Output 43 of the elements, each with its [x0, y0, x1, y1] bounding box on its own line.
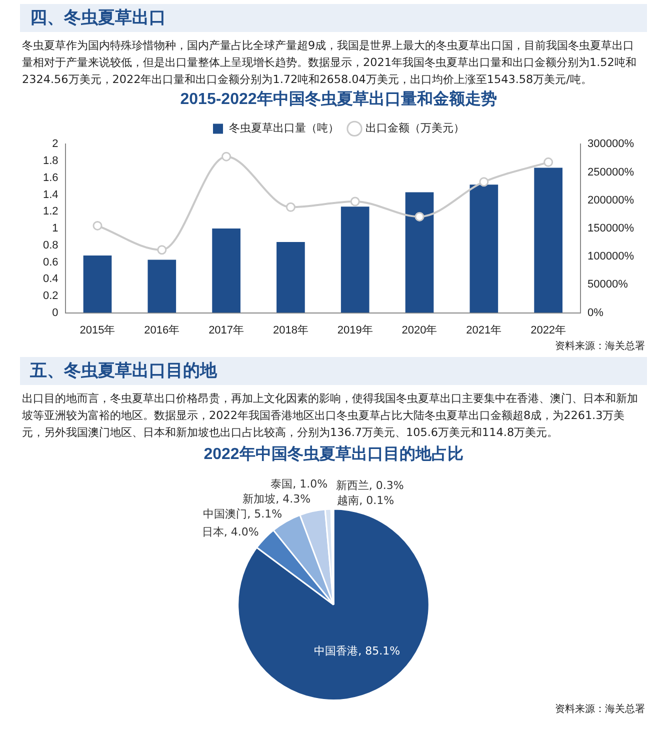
y2-tick-label: 100000% [588, 250, 634, 263]
y2-tick-label: 300000% [588, 138, 634, 150]
y-tick-label: 1.6 [42, 172, 58, 184]
text: 资料来源：海关总署 [554, 703, 645, 716]
legend-label: 出口金额（万美元） [366, 122, 464, 135]
x-tick-label: 2018年 [272, 324, 308, 336]
y-tick-label: 0.6 [42, 256, 58, 268]
y2-tick-label: 0% [588, 306, 604, 319]
y-tick-label: 2 [52, 138, 58, 150]
text: 冬虫夏草作为国内特殊珍惜物种，国内产量占比全球产量超9成，我国是世界上最大的冬虫夏草出口国，目前我国冬虫夏草出口量相对于产量来说较低，但是出口量整体上呈现增长趋势。数据显示，2021年我国冬虫夏草出口量和出口金额分别为1.52吨和2324.56万美元，2022年出口量和出口金额分别为1.72吨和2658.04万美元，出口均价上涨至1543.58万美元/吨。 [22, 38, 638, 88]
y2-tick-label: 50000% [588, 278, 628, 291]
text: 出口目的地而言，冬虫夏草出口价格昂贵，再加上文化因素的影响，使得我国冬虫夏草出口主要集中在香港、澳门、日本和新加坡等亚洲较为富裕的地区。数据显示，2022年我国香港地区出口冬虫夏草占比大陆冬虫夏草出口金额超8成，为2261.3万美元，另外我国澳门地区、日本和新加坡也出口占比较高，分别为136.7万美元、105.6万美元和114.8万美元。 [22, 391, 639, 441]
y-tick-label: 1.8 [42, 155, 58, 168]
y-tick-label: 1.4 [42, 188, 58, 201]
slice-label: 中国澳门, 5.1% [203, 507, 282, 520]
slice-label: 新西兰, 0.3% [336, 478, 404, 492]
slice-label: 日本, 4.0% [202, 526, 259, 539]
y2-tick-label: 250000% [588, 166, 634, 178]
slice-label: 越南, 0.1% [337, 494, 394, 507]
chart-title: 2015-2022年中国冬虫夏草出口量和金额走势 [180, 90, 497, 108]
text: 四、冬虫夏草出口 [20, 4, 647, 32]
x-tick-label: 2017年 [208, 324, 244, 336]
text: 五、冬虫夏草出口目的地 [20, 357, 647, 385]
x-tick-label: 2019年 [337, 324, 373, 336]
x-tick-label: 2020年 [402, 324, 438, 336]
x-tick-label: 2021年 [466, 324, 502, 336]
x-tick-label: 2022年 [530, 324, 566, 336]
chart-title: 2022年中国冬虫夏草出口目的地占比 [204, 445, 464, 464]
slice-label: 新加坡, 4.3% [242, 492, 311, 506]
y-tick-label: 1.2 [42, 206, 58, 218]
legend-label: 冬虫夏草出口量（吨） [229, 122, 339, 135]
y-tick-label: 0.2 [42, 290, 58, 302]
x-tick-label: 2016年 [144, 324, 180, 336]
y-tick-label: 0.8 [42, 239, 58, 252]
x-tick-label: 2015年 [80, 324, 116, 336]
y-tick-label: 0 [52, 306, 58, 319]
slice-label: 中国香港, 85.1% [314, 644, 400, 658]
y2-tick-label: 150000% [588, 222, 634, 235]
text: 资料来源：海关总署 [554, 340, 645, 353]
y-tick-label: 0.4 [42, 273, 58, 286]
y-tick-label: 1 [52, 222, 58, 235]
slice-label: 泰国, 1.0% [270, 477, 328, 490]
y2-tick-label: 200000% [588, 194, 634, 206]
